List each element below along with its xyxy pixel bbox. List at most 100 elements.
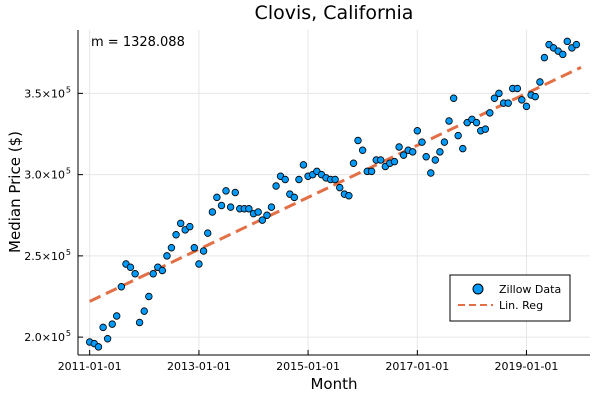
data-point xyxy=(436,148,444,156)
data-point xyxy=(358,146,367,154)
x-tick-label: 2015-01-01 xyxy=(276,360,340,373)
regression-line-layer xyxy=(89,66,582,303)
y-tick-mantissa: 2.5×10 xyxy=(24,250,65,263)
data-point xyxy=(481,125,490,133)
data-point xyxy=(103,335,112,343)
data-point xyxy=(445,117,453,125)
x-tick-label: 2011-01-01 xyxy=(58,360,122,373)
data-point xyxy=(99,323,107,332)
data-point xyxy=(158,266,167,275)
x-tick-label: 2013-01-01 xyxy=(167,360,231,373)
data-point xyxy=(440,138,449,146)
data-point xyxy=(486,109,494,117)
data-point xyxy=(126,263,135,271)
y-tick-mantissa: 3.5×10 xyxy=(24,87,65,100)
data-point xyxy=(226,203,235,211)
slope-annotation: m = 1328.088 xyxy=(91,35,185,50)
data-point xyxy=(295,175,303,184)
data-point xyxy=(349,159,358,167)
data-point xyxy=(472,118,481,127)
data-point xyxy=(172,231,180,239)
data-point xyxy=(495,89,503,98)
data-point xyxy=(195,260,203,268)
data-point xyxy=(204,229,212,237)
data-point xyxy=(377,156,385,164)
data-point xyxy=(145,292,153,301)
data-point xyxy=(454,131,462,140)
data-point xyxy=(263,211,271,219)
data-point xyxy=(331,175,339,184)
data-point xyxy=(208,208,217,216)
data-point xyxy=(422,153,430,161)
y-tick-exponent: 5 xyxy=(66,85,71,94)
data-point xyxy=(267,203,276,211)
data-point xyxy=(490,94,499,102)
data-point xyxy=(390,157,399,166)
data-point xyxy=(113,312,121,320)
data-point xyxy=(135,318,144,327)
data-point xyxy=(345,192,353,200)
data-point xyxy=(354,136,362,145)
data-point xyxy=(281,175,289,184)
data-point xyxy=(459,144,467,153)
data-point xyxy=(94,343,103,351)
y-tick-mantissa: 2.0×10 xyxy=(24,331,65,344)
data-point xyxy=(536,78,544,86)
legend-marker-zillow xyxy=(472,283,484,295)
y-tick-label: 3.5×10 5 xyxy=(24,85,71,100)
data-point xyxy=(518,96,526,104)
data-point xyxy=(231,188,239,197)
data-point xyxy=(449,94,458,102)
y-axis-label: Median Price ($) xyxy=(6,131,24,253)
y-tick-label: 2.5×10 5 xyxy=(24,248,71,263)
data-point xyxy=(222,187,230,195)
data-point xyxy=(245,205,253,213)
x-tick-label: 2017-01-01 xyxy=(385,360,449,373)
data-point xyxy=(258,216,267,224)
legend-label-zillow: Zillow Data xyxy=(499,283,561,296)
data-point xyxy=(149,270,157,278)
y-tick-label: 2.0×10 5 xyxy=(24,329,71,344)
data-point xyxy=(272,182,280,190)
data-point xyxy=(299,161,308,169)
data-point xyxy=(367,167,376,176)
data-point xyxy=(559,50,567,59)
data-point xyxy=(427,169,435,177)
x-axis-label: Month xyxy=(310,375,357,393)
data-point xyxy=(540,53,549,62)
x-tick-labels: 2011-01-01 2013-01-01 2015-01-01 2017-01-01… xyxy=(58,350,558,373)
data-point xyxy=(254,208,262,216)
data-point xyxy=(513,84,522,93)
axes xyxy=(77,30,590,356)
legend: Zillow Data Lin. Reg xyxy=(449,274,571,322)
y-tick-exponent: 5 xyxy=(66,167,71,176)
y-tick-mantissa: 3.0×10 xyxy=(24,169,65,182)
data-point xyxy=(431,156,439,164)
data-point xyxy=(217,201,226,210)
legend-box xyxy=(449,274,571,322)
data-point xyxy=(186,222,194,231)
y-tick-exponent: 5 xyxy=(66,248,71,257)
data-point xyxy=(108,320,116,328)
data-point xyxy=(395,143,403,151)
chart-title: Clovis, California xyxy=(255,2,414,24)
data-point xyxy=(213,193,221,202)
data-point xyxy=(167,244,176,252)
data-point xyxy=(190,244,199,252)
data-point xyxy=(336,183,344,192)
legend-label-linreg: Lin. Reg xyxy=(499,299,543,312)
x-tick-label: 2019-01-01 xyxy=(494,360,558,373)
data-point xyxy=(117,283,126,291)
data-point xyxy=(572,40,581,49)
data-point xyxy=(399,151,408,159)
data-point xyxy=(522,102,531,111)
y-tick-exponent: 5 xyxy=(66,329,71,338)
data-point xyxy=(504,99,512,107)
data-point xyxy=(131,270,139,278)
data-point xyxy=(199,247,208,255)
y-tick-labels: 2.0×10 52.5×10 53.0×10 53.5×10 5 xyxy=(24,85,83,344)
y-tick-label: 3.0×10 5 xyxy=(24,167,71,182)
data-point xyxy=(563,37,571,46)
data-point xyxy=(418,138,426,146)
